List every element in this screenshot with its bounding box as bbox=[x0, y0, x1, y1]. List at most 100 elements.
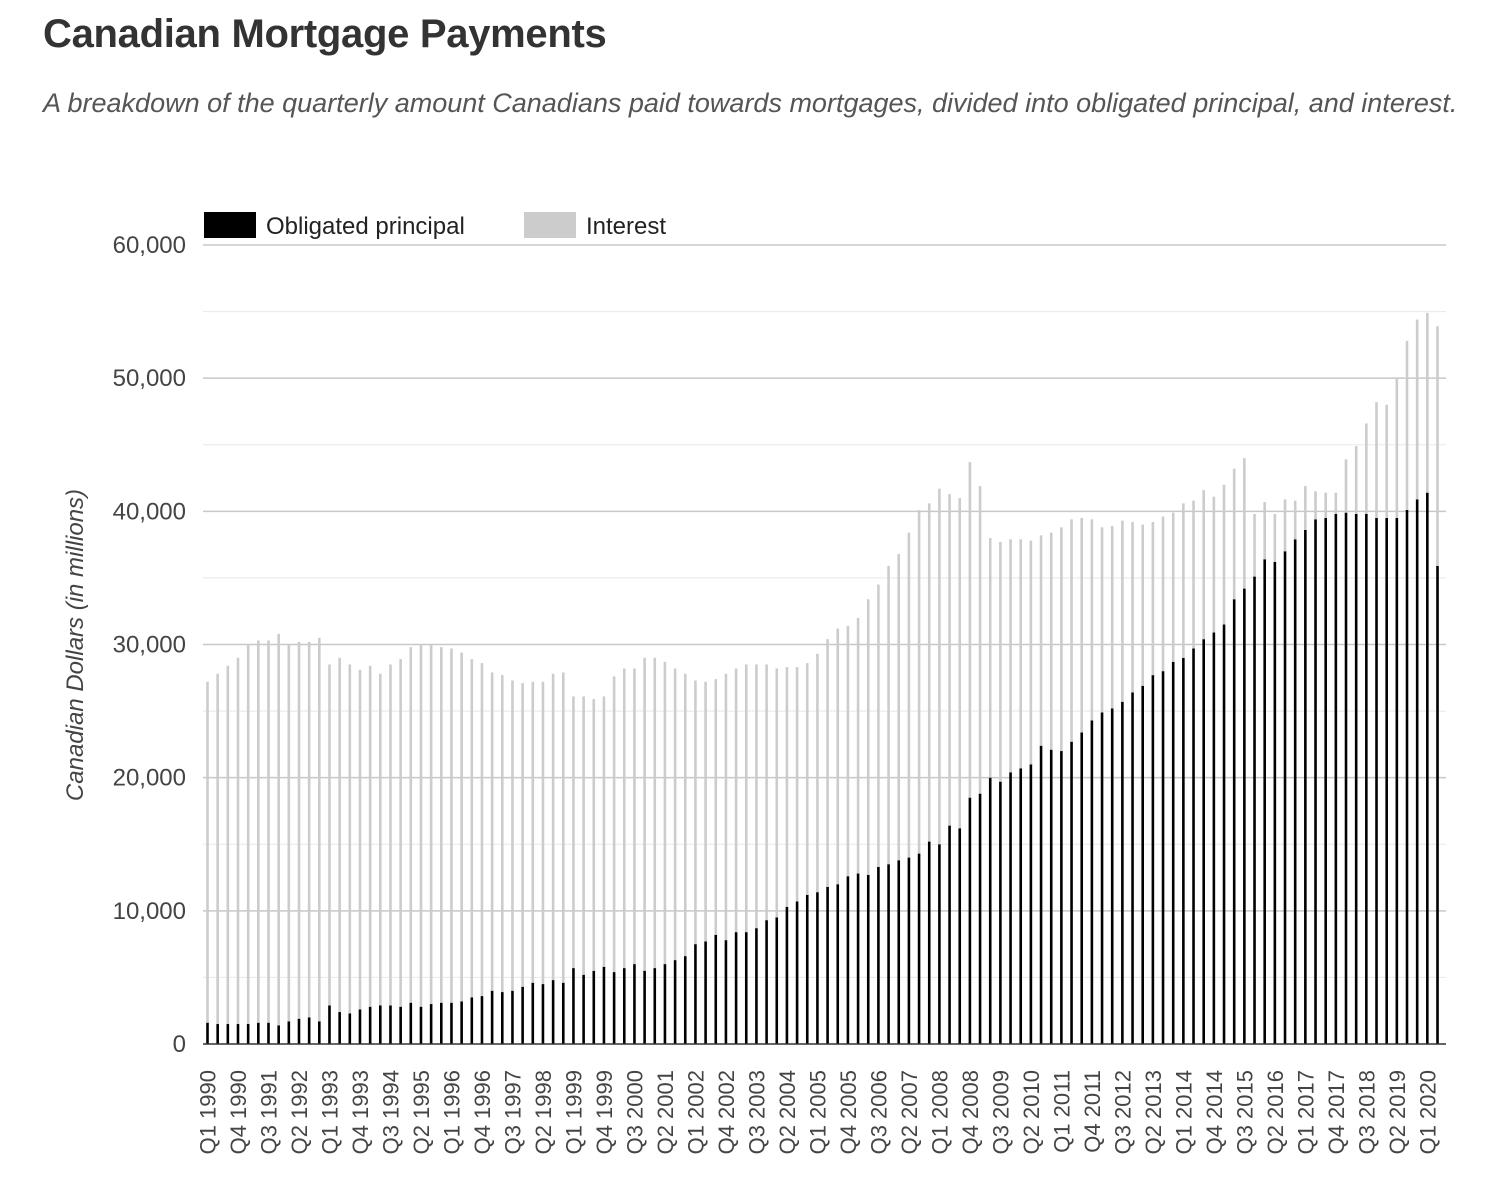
bar-interest[interactable] bbox=[1161, 516, 1165, 672]
bar-obligated-principal[interactable] bbox=[450, 1002, 453, 1044]
bar-interest[interactable] bbox=[897, 553, 901, 861]
bar-obligated-principal[interactable] bbox=[470, 997, 474, 1044]
bar-obligated-principal[interactable] bbox=[561, 982, 565, 1044]
bar-interest[interactable] bbox=[1232, 468, 1236, 600]
bar-interest[interactable] bbox=[1314, 491, 1317, 520]
bar-obligated-principal[interactable] bbox=[348, 1013, 352, 1044]
bar-obligated-principal[interactable] bbox=[1222, 624, 1226, 1044]
bar-obligated-principal[interactable] bbox=[267, 1022, 270, 1044]
bar-interest[interactable] bbox=[683, 673, 687, 957]
bar-obligated-principal[interactable] bbox=[409, 1002, 413, 1044]
bar-interest[interactable] bbox=[1415, 319, 1419, 500]
bar-interest[interactable] bbox=[846, 625, 850, 877]
bar-obligated-principal[interactable] bbox=[358, 1009, 362, 1044]
bar-obligated-principal[interactable] bbox=[236, 1024, 240, 1044]
bar-obligated-principal[interactable] bbox=[1182, 657, 1185, 1044]
bar-obligated-principal[interactable] bbox=[226, 1024, 230, 1044]
bar-interest[interactable] bbox=[1263, 502, 1266, 560]
bar-obligated-principal[interactable] bbox=[1283, 551, 1287, 1044]
bar-obligated-principal[interactable] bbox=[1049, 749, 1053, 1044]
bar-obligated-principal[interactable] bbox=[917, 853, 921, 1044]
bar-interest[interactable] bbox=[704, 681, 707, 942]
bar-interest[interactable] bbox=[907, 532, 911, 858]
bar-interest[interactable] bbox=[1304, 486, 1307, 530]
bar-interest[interactable] bbox=[724, 673, 728, 941]
bar-interest[interactable] bbox=[358, 669, 362, 1010]
bar-interest[interactable] bbox=[1283, 499, 1287, 552]
bar-obligated-principal[interactable] bbox=[877, 866, 880, 1044]
bar-interest[interactable] bbox=[511, 680, 514, 991]
bar-obligated-principal[interactable] bbox=[1212, 632, 1216, 1044]
bar-interest[interactable] bbox=[1090, 519, 1094, 721]
bar-obligated-principal[interactable] bbox=[287, 1021, 291, 1044]
bar-obligated-principal[interactable] bbox=[1436, 565, 1439, 1044]
bar-obligated-principal[interactable] bbox=[582, 974, 585, 1044]
bar-obligated-principal[interactable] bbox=[307, 1017, 311, 1044]
bar-obligated-principal[interactable] bbox=[1405, 510, 1409, 1044]
bar-interest[interactable] bbox=[927, 503, 931, 842]
bar-obligated-principal[interactable] bbox=[429, 1004, 433, 1044]
bar-obligated-principal[interactable] bbox=[653, 968, 657, 1044]
bar-interest[interactable] bbox=[1354, 446, 1358, 514]
bar-interest[interactable] bbox=[257, 640, 260, 1023]
bar-obligated-principal[interactable] bbox=[1426, 492, 1429, 1044]
bar-obligated-principal[interactable] bbox=[948, 825, 951, 1044]
bar-obligated-principal[interactable] bbox=[379, 1005, 382, 1044]
bar-interest[interactable] bbox=[1009, 539, 1012, 773]
bar-interest[interactable] bbox=[267, 640, 270, 1023]
bar-obligated-principal[interactable] bbox=[1110, 708, 1114, 1044]
bar-interest[interactable] bbox=[561, 672, 565, 983]
bar-obligated-principal[interactable] bbox=[328, 1005, 331, 1044]
bar-obligated-principal[interactable] bbox=[866, 874, 870, 1044]
bar-obligated-principal[interactable] bbox=[795, 901, 799, 1044]
bar-obligated-principal[interactable] bbox=[1243, 588, 1246, 1044]
bar-obligated-principal[interactable] bbox=[277, 1025, 280, 1044]
bar-obligated-principal[interactable] bbox=[1151, 675, 1155, 1044]
bar-interest[interactable] bbox=[297, 641, 301, 1019]
bar-obligated-principal[interactable] bbox=[907, 857, 911, 1044]
bar-obligated-principal[interactable] bbox=[338, 1012, 341, 1044]
bar-interest[interactable] bbox=[816, 653, 819, 893]
bar-obligated-principal[interactable] bbox=[1121, 701, 1124, 1044]
bar-interest[interactable] bbox=[470, 659, 474, 998]
bar-obligated-principal[interactable] bbox=[1202, 639, 1205, 1044]
bar-obligated-principal[interactable] bbox=[399, 1006, 402, 1044]
bar-obligated-principal[interactable] bbox=[683, 956, 687, 1044]
bar-interest[interactable] bbox=[622, 668, 626, 969]
bar-obligated-principal[interactable] bbox=[826, 886, 829, 1044]
bar-interest[interactable] bbox=[1334, 492, 1338, 514]
bar-interest[interactable] bbox=[1182, 503, 1185, 658]
bar-obligated-principal[interactable] bbox=[704, 941, 707, 1044]
bar-interest[interactable] bbox=[856, 617, 860, 874]
bar-interest[interactable] bbox=[805, 663, 809, 895]
bar-obligated-principal[interactable] bbox=[927, 841, 931, 1044]
bar-obligated-principal[interactable] bbox=[541, 984, 545, 1044]
bar-interest[interactable] bbox=[633, 668, 636, 965]
bar-interest[interactable] bbox=[877, 584, 880, 867]
bar-obligated-principal[interactable] bbox=[1100, 712, 1104, 1044]
bar-interest[interactable] bbox=[1436, 326, 1439, 566]
bar-interest[interactable] bbox=[277, 633, 280, 1026]
bar-interest[interactable] bbox=[1151, 521, 1155, 676]
bar-interest[interactable] bbox=[521, 683, 524, 987]
bar-interest[interactable] bbox=[755, 664, 758, 929]
bar-obligated-principal[interactable] bbox=[1171, 661, 1175, 1044]
bar-obligated-principal[interactable] bbox=[1232, 599, 1236, 1044]
bar-obligated-principal[interactable] bbox=[1060, 751, 1063, 1044]
bar-interest[interactable] bbox=[1049, 532, 1053, 750]
bar-interest[interactable] bbox=[1212, 496, 1216, 633]
bar-interest[interactable] bbox=[1019, 539, 1023, 769]
bar-obligated-principal[interactable] bbox=[206, 1022, 209, 1044]
bar-interest[interactable] bbox=[785, 667, 789, 907]
bar-obligated-principal[interactable] bbox=[805, 894, 809, 1044]
bar-obligated-principal[interactable] bbox=[836, 884, 840, 1044]
bar-obligated-principal[interactable] bbox=[1009, 772, 1012, 1044]
bar-obligated-principal[interactable] bbox=[1334, 513, 1338, 1044]
bar-obligated-principal[interactable] bbox=[551, 980, 555, 1044]
bar-interest[interactable] bbox=[1385, 404, 1388, 518]
bar-obligated-principal[interactable] bbox=[419, 1006, 423, 1044]
bar-interest[interactable] bbox=[968, 462, 972, 798]
bar-interest[interactable] bbox=[734, 668, 738, 933]
legend-item-interest[interactable]: Interest bbox=[524, 212, 666, 240]
bar-interest[interactable] bbox=[1405, 340, 1409, 511]
